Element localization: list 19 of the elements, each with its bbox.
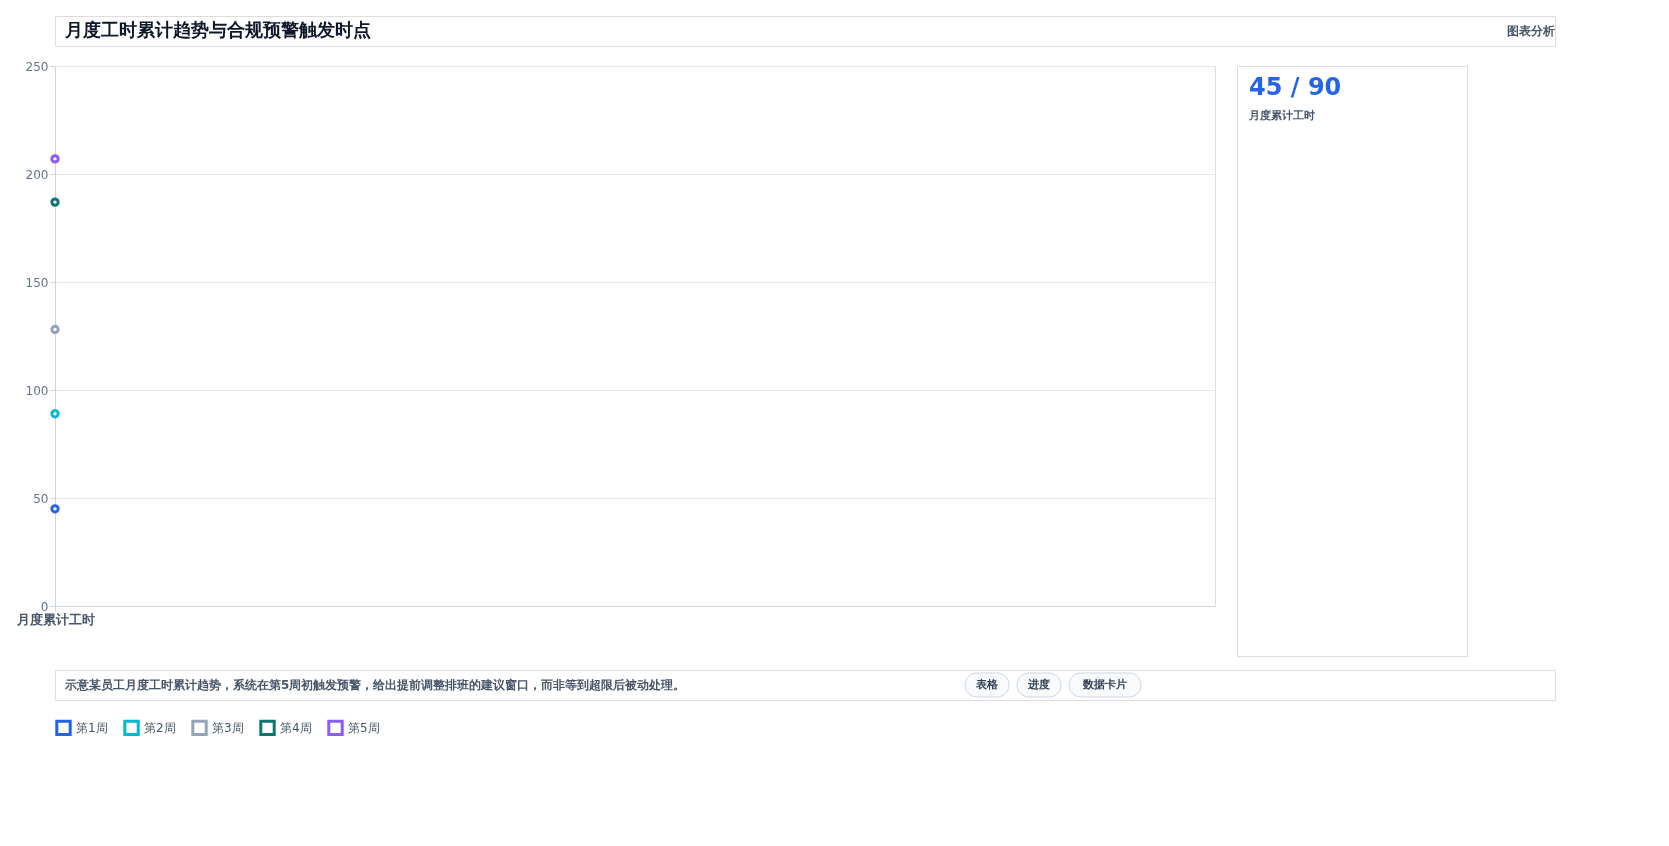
text: 月度工时累计趋势与合规预警触发时点 [64, 19, 371, 40]
y-tick-label: 100 [25, 383, 49, 398]
text: 示意某员工月度工时累计趋势，系统在第5周初触发预警，给出提前调整排班的建议窗口，而非等到超限后被动处理。 [64, 678, 686, 692]
y-tick-label: 50 [33, 491, 49, 506]
legend-label: 第4周 [280, 720, 312, 735]
text: 月度累计工时 [1248, 109, 1315, 122]
legend-label: 第5周 [348, 720, 380, 735]
text: 数据卡片 [1082, 678, 1127, 691]
legend-label: 第1周 [76, 720, 108, 735]
text: 45 / 90 [1249, 73, 1342, 101]
y-tick-label: 250 [25, 59, 49, 74]
y-tick-label: 0 [40, 599, 49, 614]
legend-label: 第2周 [144, 720, 176, 735]
text: 图表分析 [1507, 24, 1555, 38]
y-tick-label: 200 [25, 167, 49, 182]
y-tick-label: 150 [25, 275, 49, 290]
text: 进度 [1027, 678, 1050, 691]
legend-label: 第3周 [212, 720, 244, 735]
text: 表格 [975, 678, 999, 691]
